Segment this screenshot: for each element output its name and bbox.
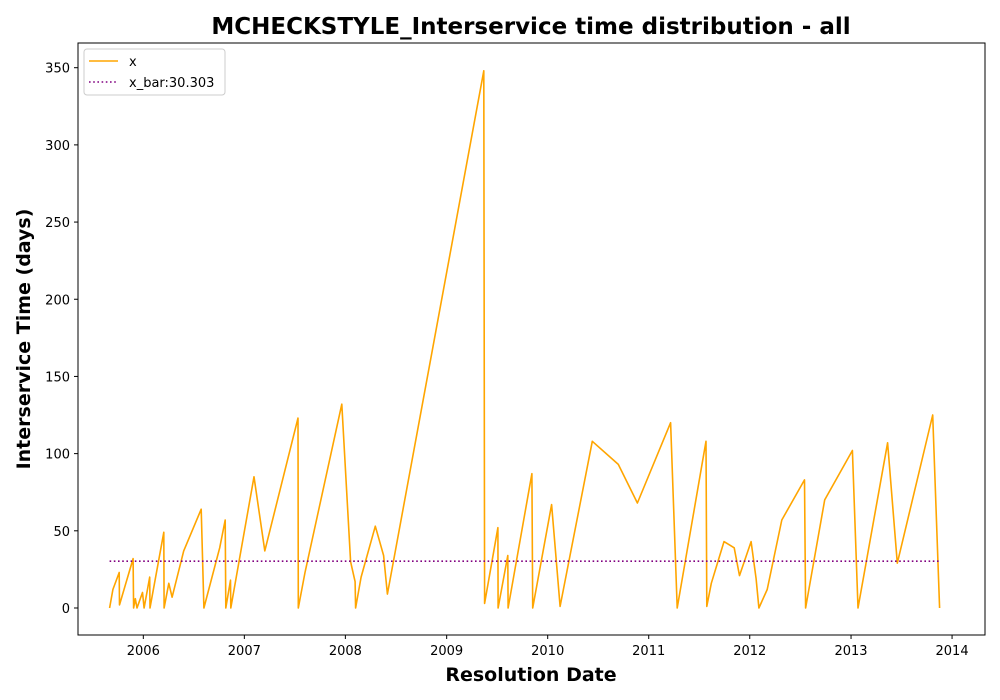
x-tick-label: 2008 [329, 644, 362, 659]
y-tick-label: 50 [53, 525, 70, 540]
plot-area [78, 43, 985, 635]
y-axis: 0 50 100 150 200 250 300 350 [45, 62, 78, 617]
x-tick-label: 2013 [834, 644, 867, 659]
y-tick-label: 200 [45, 293, 70, 308]
y-axis-label: Interservice Time (days) [13, 209, 35, 470]
x-axis: 2006 2007 2008 2009 2010 2011 2012 2013 2014 [127, 635, 969, 659]
chart-title: MCHECKSTYLE_Interservice time distributi… [211, 14, 850, 40]
y-tick-label: 0 [62, 602, 70, 617]
legend-label-x: x [129, 55, 137, 70]
x-tick-label: 2011 [632, 644, 665, 659]
x-axis-label: Resolution Date [445, 664, 616, 686]
x-tick-label: 2007 [228, 644, 261, 659]
x-tick-label: 2014 [936, 644, 969, 659]
x-tick-label: 2010 [531, 644, 564, 659]
y-tick-label: 100 [45, 448, 70, 463]
y-tick-label: 150 [45, 370, 70, 385]
x-tick-label: 2006 [127, 644, 160, 659]
legend: x x_bar:30.303 [84, 49, 225, 95]
x-tick-label: 2012 [733, 644, 766, 659]
legend-label-x-bar: x_bar:30.303 [129, 76, 214, 91]
y-tick-label: 250 [45, 216, 70, 231]
y-tick-label: 300 [45, 139, 70, 154]
x-tick-label: 2009 [430, 644, 463, 659]
y-tick-label: 350 [45, 62, 70, 77]
